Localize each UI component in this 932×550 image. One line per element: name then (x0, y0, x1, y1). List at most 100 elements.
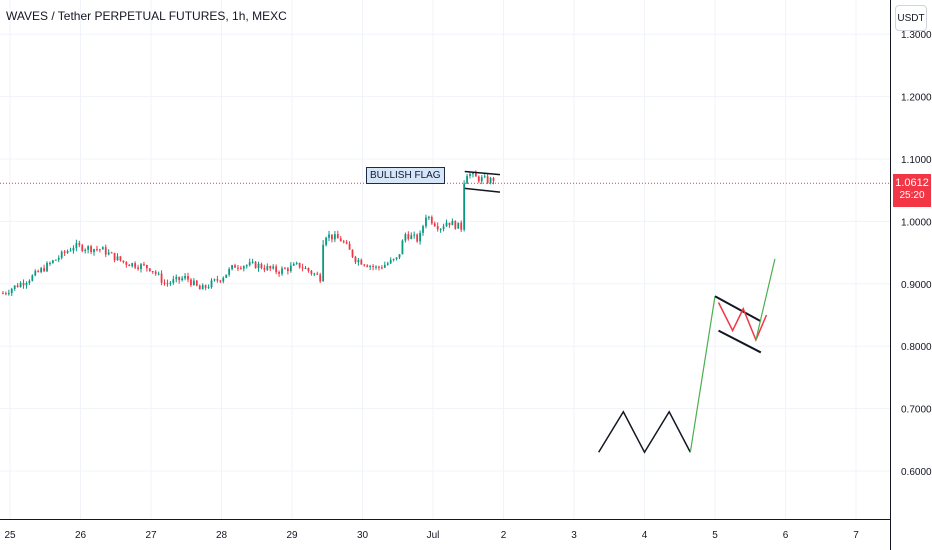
candle-body (281, 268, 283, 274)
candle-body (231, 265, 233, 269)
candle-body (237, 267, 239, 269)
candle-body (190, 279, 192, 286)
candle-body (96, 249, 98, 251)
candle-body (49, 262, 51, 264)
x-tick-label[interactable]: 26 (75, 530, 87, 541)
candle-body (204, 285, 207, 288)
candle-body (480, 177, 483, 182)
x-tick-label[interactable]: 7 (853, 530, 859, 541)
candle-body (154, 271, 157, 274)
candle-body (466, 175, 468, 184)
candle-body (46, 262, 48, 272)
candle-body (336, 234, 339, 239)
candle-body (378, 266, 380, 268)
candle-body (198, 285, 201, 290)
projection-breakout[interactable] (755, 258, 776, 341)
candle-body (19, 282, 22, 288)
candle-body (442, 226, 445, 230)
candle-body (454, 220, 457, 229)
x-tick-label[interactable]: Jul (427, 530, 440, 541)
candle-body (119, 256, 122, 261)
candle-body (425, 217, 427, 227)
candle-body (292, 263, 295, 266)
candle-body (140, 264, 142, 270)
candle-body (348, 243, 351, 250)
candle-body (43, 268, 45, 272)
candle-body (275, 266, 278, 273)
candle-body (436, 226, 439, 230)
candle-body (207, 287, 210, 289)
x-tick-label[interactable]: 29 (286, 530, 298, 541)
projection-flag-upper[interactable] (714, 295, 762, 323)
candle-body (419, 232, 421, 242)
candle-body (122, 260, 125, 263)
candle-body (486, 176, 489, 183)
candle-body (175, 276, 178, 280)
candle-body (248, 262, 251, 266)
candle-body (40, 268, 43, 273)
candle-body (116, 256, 119, 261)
candle-body (125, 262, 128, 265)
y-tick-label: 1.3000 (901, 30, 932, 41)
projection-flag-lower[interactable] (718, 329, 762, 354)
candle-body (474, 172, 477, 177)
candle-body (472, 172, 474, 175)
candle-body (28, 280, 31, 283)
candle-body (333, 234, 336, 240)
candle-body (201, 285, 204, 290)
candle-body (195, 280, 198, 286)
candle-body (63, 251, 66, 253)
x-tick-label[interactable]: 4 (642, 530, 648, 541)
candle-body (492, 178, 495, 181)
currency-button[interactable]: USDT (895, 5, 927, 31)
x-tick-label[interactable]: 25 (4, 530, 16, 541)
candle-body (131, 263, 134, 267)
candle-body (145, 265, 148, 269)
candle-body (128, 264, 131, 267)
candle-body (219, 280, 222, 282)
bullish-flag-label[interactable]: BULLISH FLAG (366, 167, 445, 184)
candle-body (386, 263, 389, 265)
candle-body (93, 249, 95, 253)
candle-body (266, 266, 269, 270)
candle-body (460, 222, 463, 230)
candle-body (304, 268, 307, 270)
candle-body (448, 222, 451, 226)
candle-body (84, 249, 87, 251)
candle-body (345, 242, 348, 244)
candle-body (157, 273, 160, 275)
projection-flagpole[interactable] (689, 296, 716, 453)
projection-zigzag[interactable] (598, 410, 691, 454)
candle-body (10, 288, 13, 294)
projection-flag-zigzag[interactable] (717, 302, 768, 342)
candle-body (375, 266, 377, 268)
x-tick-label[interactable]: 3 (571, 530, 577, 541)
candle-body (331, 234, 333, 240)
candle-body (289, 265, 292, 272)
candle-body (87, 246, 90, 250)
x-tick-label[interactable]: 28 (216, 530, 228, 541)
x-tick-label[interactable]: 5 (712, 530, 718, 541)
candle-body (427, 217, 430, 219)
candle-body (172, 279, 175, 283)
candle-body (307, 268, 310, 271)
x-tick-label[interactable]: 6 (783, 530, 789, 541)
y-tick-label: 1.1000 (901, 155, 932, 166)
candle-body (16, 285, 19, 288)
flag-channel-upper[interactable] (464, 170, 501, 176)
candle-body (239, 267, 242, 269)
candle-body (383, 264, 386, 268)
x-tick-label[interactable]: 27 (145, 530, 157, 541)
flag-channel-lower[interactable] (464, 187, 501, 193)
x-tick-label[interactable]: 2 (501, 530, 507, 541)
candle-body (363, 264, 366, 266)
candle-body (278, 272, 280, 274)
candle-body (439, 229, 442, 231)
candle-body (166, 283, 169, 285)
candle-body (313, 273, 316, 275)
candle-body (25, 282, 28, 286)
candle-body (160, 273, 163, 283)
current-price-value: 1.0612 (895, 177, 929, 189)
x-tick-label[interactable]: 30 (357, 530, 369, 541)
